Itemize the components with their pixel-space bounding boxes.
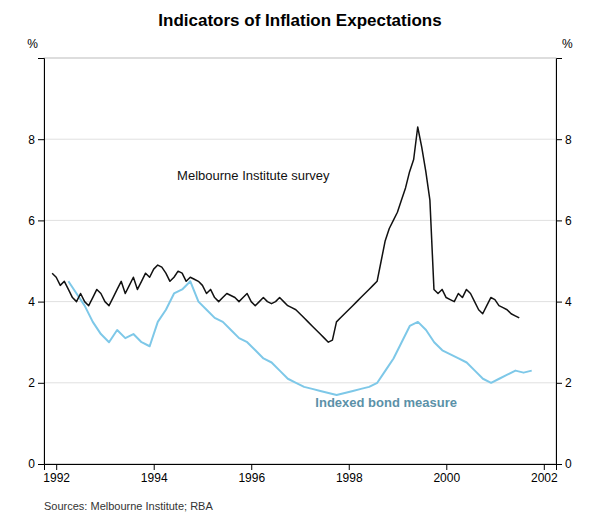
tick-mark: [38, 139, 44, 140]
tick-label: 8: [565, 133, 572, 147]
tick-mark: [544, 464, 545, 470]
line: [52, 127, 519, 342]
lines: [52, 127, 532, 395]
tick: 0: [28, 457, 44, 471]
tick: 4: [556, 295, 572, 309]
tick-mark: [38, 302, 44, 303]
tick-mark: [446, 464, 447, 470]
grid-line: [44, 382, 556, 383]
grid-line: [44, 139, 556, 140]
title: Indicators of Inflation Expectations: [158, 11, 441, 30]
tick: 2: [556, 376, 572, 390]
y-axis: 0 2 4 6 8: [28, 59, 44, 472]
tick-label: 1994: [141, 471, 168, 485]
tick-mark: [56, 464, 57, 470]
source: Sources: Melbourne Institute; RBA: [44, 500, 213, 512]
y2-axis: 0 2 4 6 8: [556, 59, 572, 472]
tick-label: 2: [565, 376, 572, 390]
tick-label: 2000: [433, 471, 460, 485]
tick: 6: [556, 214, 572, 228]
tick: 6: [28, 214, 44, 228]
line: [68, 281, 531, 395]
tick: 2000: [433, 464, 460, 485]
axis-line: [45, 465, 557, 471]
tick-label: 6: [565, 214, 572, 228]
tick-mark: [251, 464, 252, 470]
y2-axis-label: %: [562, 37, 573, 51]
tick-label: 6: [28, 214, 35, 228]
tick-mark: [556, 464, 562, 465]
tick: 2: [28, 376, 44, 390]
tick-label: 8: [28, 133, 35, 147]
series-label: Melbourne Institute survey: [177, 168, 330, 183]
tick-label: 0: [565, 457, 572, 471]
tick: 8: [556, 133, 572, 147]
tick: 1996: [238, 464, 265, 485]
tick-label: 1996: [238, 471, 265, 485]
axis-line: [38, 59, 45, 465]
tick-mark: [38, 464, 44, 465]
tick-mark: [349, 464, 350, 470]
tick-mark: [556, 302, 562, 303]
grid-line: [44, 301, 556, 302]
tick-mark: [38, 220, 44, 221]
tick-label: 2002: [531, 471, 558, 485]
tick-mark: [38, 383, 44, 384]
tick: 0: [556, 457, 572, 471]
tick: 1992: [43, 464, 70, 485]
axis-line: [557, 59, 563, 465]
tick-label: 1992: [43, 471, 70, 485]
grid: [44, 139, 556, 464]
chart: 1992 1994 1996 1998 2000 2002 0 2 4 6 8 0 2 4 6 8 Melbou…: [0, 0, 600, 522]
tick-mark: [556, 220, 562, 221]
tick-label: 4: [28, 295, 35, 309]
tick-label: 1998: [336, 471, 363, 485]
tick-mark: [556, 383, 562, 384]
tick: 8: [28, 133, 44, 147]
tick: 4: [28, 295, 44, 309]
tick: 2002: [531, 464, 558, 485]
series-label: Indexed bond measure: [315, 395, 457, 410]
tick-label: 4: [565, 295, 572, 309]
tick-label: 2: [28, 376, 35, 390]
tick: 1998: [336, 464, 363, 485]
plot-frame: [44, 58, 556, 464]
x-axis: 1992 1994 1996 1998 2000 2002: [43, 464, 558, 485]
plot: 1992 1994 1996 1998 2000 2002 0 2 4 6 8 0 2 4 6 8 Melbou…: [28, 58, 572, 485]
tick-mark: [556, 139, 562, 140]
tick: 1994: [141, 464, 168, 485]
tick-mark: [154, 464, 155, 470]
y-axis-label: %: [27, 37, 38, 51]
grid-line: [44, 220, 556, 221]
tick-label: 0: [28, 457, 35, 471]
